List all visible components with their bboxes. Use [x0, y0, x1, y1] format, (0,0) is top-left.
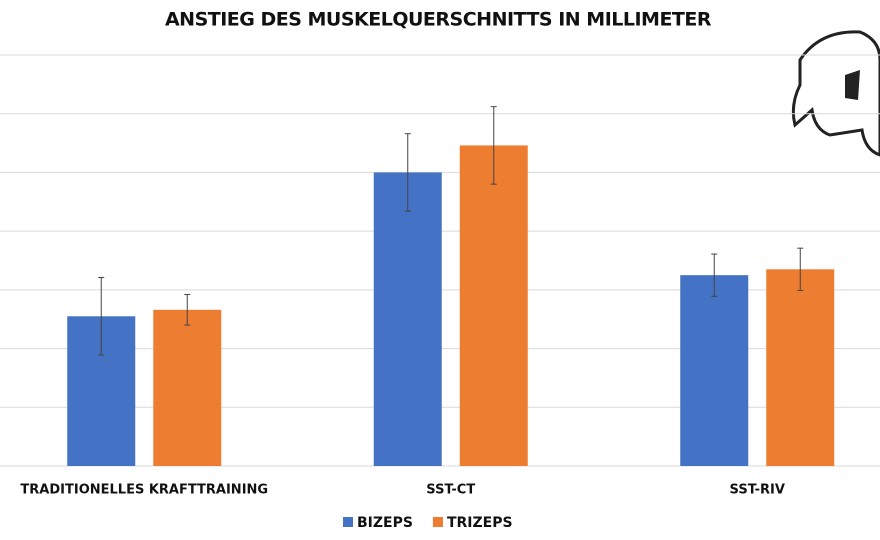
- legend-label: BIZEPS: [357, 515, 413, 531]
- x-tick-label: TRADITIONELLES KRAFTTRAINING: [20, 483, 268, 498]
- bar: [153, 309, 222, 466]
- bar: [459, 145, 528, 467]
- chart-title: ANSTIEG DES MUSKELQUERSCHNITTS IN MILLIM…: [165, 9, 712, 31]
- bar: [680, 275, 749, 466]
- legend-swatch: [432, 517, 443, 527]
- x-tick-label: SST-CT: [426, 483, 475, 498]
- legend-swatch: [343, 517, 353, 527]
- bar: [766, 269, 835, 466]
- x-tick-label: SST-RIV: [730, 483, 785, 498]
- logo: [791, 30, 880, 157]
- legend-label: TRIZEPS: [447, 515, 513, 531]
- bar: [373, 172, 442, 466]
